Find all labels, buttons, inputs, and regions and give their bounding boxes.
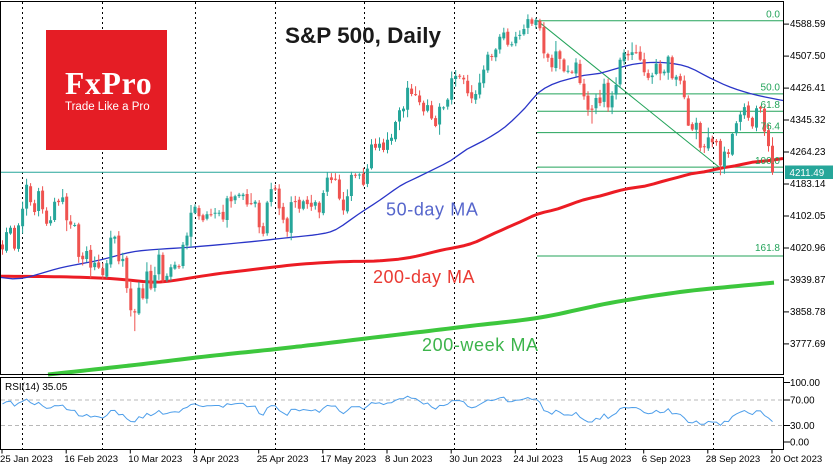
svg-text:4264.23: 4264.23 <box>790 147 826 158</box>
svg-text:200-week MA: 200-week MA <box>422 335 539 355</box>
svg-text:3858.78: 3858.78 <box>790 307 826 318</box>
svg-text:200-day MA: 200-day MA <box>373 267 475 287</box>
svg-text:25 Jan 2023: 25 Jan 2023 <box>0 454 53 465</box>
svg-text:RSI(14) 35.05: RSI(14) 35.05 <box>5 382 68 393</box>
svg-text:4345.32: 4345.32 <box>790 115 825 126</box>
svg-text:50-day MA: 50-day MA <box>386 200 478 220</box>
svg-text:FxPro: FxPro <box>65 66 152 101</box>
svg-text:17 May 2023: 17 May 2023 <box>321 454 376 465</box>
svg-text:3939.87: 3939.87 <box>790 275 825 286</box>
svg-text:4183.14: 4183.14 <box>790 179 826 190</box>
svg-text:S&P 500, Daily: S&P 500, Daily <box>285 23 441 48</box>
svg-text:3 Apr 2023: 3 Apr 2023 <box>193 454 239 465</box>
svg-text:0.0: 0.0 <box>766 10 780 21</box>
svg-text:4588.59: 4588.59 <box>790 19 825 30</box>
svg-text:70.00: 70.00 <box>790 396 815 407</box>
svg-text:24 Jul 2023: 24 Jul 2023 <box>513 454 563 465</box>
svg-text:30 Jun 2023: 30 Jun 2023 <box>449 454 502 465</box>
svg-text:61.8: 61.8 <box>761 100 781 111</box>
svg-text:0.00: 0.00 <box>790 438 810 449</box>
svg-text:4102.05: 4102.05 <box>790 211 826 222</box>
svg-text:4426.41: 4426.41 <box>790 83 825 94</box>
svg-text:4211.49: 4211.49 <box>790 168 825 179</box>
svg-text:8 Jun 2023: 8 Jun 2023 <box>385 454 432 465</box>
svg-text:20 Oct 2023: 20 Oct 2023 <box>770 454 822 465</box>
svg-text:161.8: 161.8 <box>755 243 780 254</box>
svg-text:6 Sep 2023: 6 Sep 2023 <box>642 454 691 465</box>
svg-text:100.0: 100.0 <box>755 156 780 167</box>
svg-text:15 Aug 2023: 15 Aug 2023 <box>578 454 632 465</box>
svg-text:25 Apr 2023: 25 Apr 2023 <box>257 454 309 465</box>
svg-text:16 Feb 2023: 16 Feb 2023 <box>64 454 118 465</box>
svg-text:4507.50: 4507.50 <box>790 51 826 62</box>
svg-text:4020.96: 4020.96 <box>790 243 826 254</box>
svg-text:3777.69: 3777.69 <box>790 339 825 350</box>
svg-text:10 Mar 2023: 10 Mar 2023 <box>128 454 182 465</box>
svg-text:30.00: 30.00 <box>790 421 815 432</box>
svg-text:50.0: 50.0 <box>761 83 781 94</box>
svg-text:Trade Like a Pro: Trade Like a Pro <box>65 101 150 113</box>
svg-text:76.4: 76.4 <box>761 121 781 132</box>
svg-text:28 Sep 2023: 28 Sep 2023 <box>706 454 760 465</box>
svg-text:100.00: 100.00 <box>790 378 821 389</box>
